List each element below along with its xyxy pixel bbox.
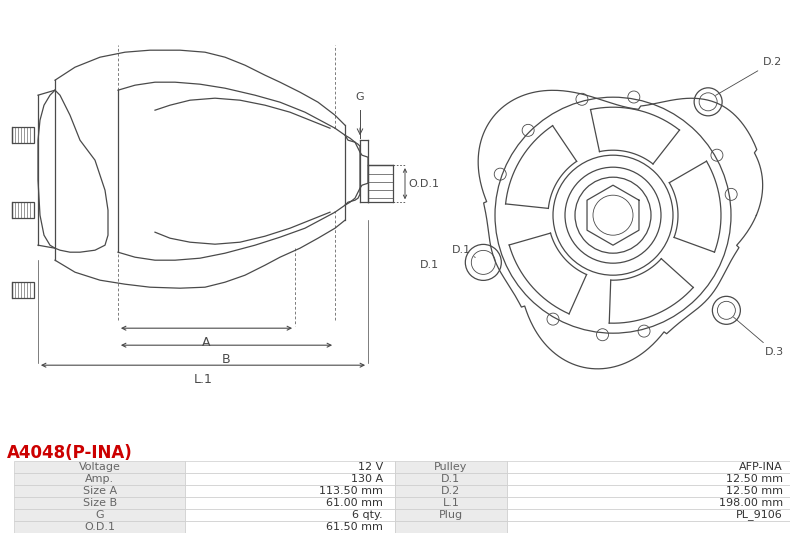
Bar bbox=[507, 521, 790, 533]
Bar bbox=[394, 461, 507, 473]
Bar bbox=[185, 497, 394, 509]
Text: D.2: D.2 bbox=[715, 57, 782, 95]
Bar bbox=[507, 485, 790, 497]
Text: D.1: D.1 bbox=[452, 245, 475, 257]
Text: A: A bbox=[202, 336, 210, 349]
Text: Voltage: Voltage bbox=[79, 462, 121, 472]
Bar bbox=[14, 461, 185, 473]
Text: 130 A: 130 A bbox=[351, 474, 383, 484]
Bar bbox=[14, 509, 185, 521]
Text: Size A: Size A bbox=[82, 486, 117, 496]
Bar bbox=[12, 127, 34, 143]
Text: O.D.1: O.D.1 bbox=[408, 179, 439, 189]
Text: G: G bbox=[95, 510, 104, 520]
Text: Pulley: Pulley bbox=[434, 462, 467, 472]
Text: L.1: L.1 bbox=[442, 498, 459, 508]
Text: Size B: Size B bbox=[82, 498, 117, 508]
Text: 6 qty.: 6 qty. bbox=[352, 510, 383, 520]
Bar bbox=[394, 497, 507, 509]
Text: 113.50 mm: 113.50 mm bbox=[319, 486, 383, 496]
Text: 12.50 mm: 12.50 mm bbox=[726, 486, 782, 496]
Text: D.2: D.2 bbox=[442, 486, 461, 496]
Text: 198.00 mm: 198.00 mm bbox=[718, 498, 782, 508]
Bar bbox=[507, 497, 790, 509]
Bar bbox=[14, 473, 185, 485]
Bar bbox=[185, 485, 394, 497]
Text: D.1: D.1 bbox=[420, 260, 439, 270]
Text: 61.00 mm: 61.00 mm bbox=[326, 498, 383, 508]
Text: 12 V: 12 V bbox=[358, 462, 383, 472]
Bar bbox=[12, 282, 34, 298]
Text: 61.50 mm: 61.50 mm bbox=[326, 522, 383, 532]
Bar bbox=[394, 521, 507, 533]
Text: D.1: D.1 bbox=[442, 474, 461, 484]
Bar bbox=[185, 461, 394, 473]
Text: Plug: Plug bbox=[439, 510, 463, 520]
Text: 12.50 mm: 12.50 mm bbox=[726, 474, 782, 484]
Bar bbox=[507, 473, 790, 485]
Bar bbox=[507, 509, 790, 521]
Text: G: G bbox=[356, 92, 364, 102]
Bar bbox=[14, 497, 185, 509]
Bar bbox=[12, 202, 34, 218]
Text: PL_9106: PL_9106 bbox=[736, 510, 782, 520]
Bar bbox=[507, 461, 790, 473]
Bar bbox=[394, 473, 507, 485]
Bar bbox=[394, 509, 507, 521]
Bar bbox=[394, 485, 507, 497]
Text: L.1: L.1 bbox=[194, 373, 213, 386]
Bar bbox=[14, 521, 185, 533]
Bar bbox=[185, 521, 394, 533]
Bar bbox=[185, 473, 394, 485]
Bar bbox=[14, 485, 185, 497]
Bar bbox=[185, 509, 394, 521]
Text: D.3: D.3 bbox=[734, 317, 784, 357]
Text: Amp.: Amp. bbox=[85, 474, 114, 484]
Text: B: B bbox=[222, 353, 231, 366]
Text: AFP-INA: AFP-INA bbox=[739, 462, 782, 472]
Text: A4048(P-INA): A4048(P-INA) bbox=[7, 444, 133, 462]
Text: O.D.1: O.D.1 bbox=[84, 522, 115, 532]
